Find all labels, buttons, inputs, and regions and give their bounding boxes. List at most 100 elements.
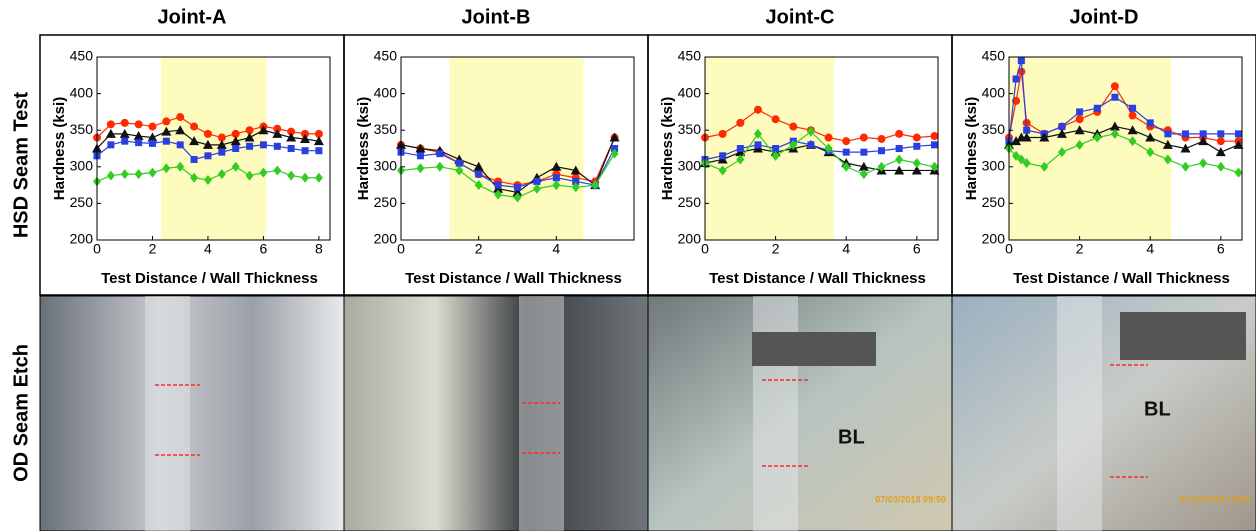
x-tick-label: 6 (1217, 241, 1225, 257)
x-tick-label: 4 (552, 241, 560, 257)
marker (843, 149, 850, 156)
photo-timestamp: 07/12/2018 15:50 (1179, 494, 1250, 504)
marker (218, 149, 225, 156)
x-tick-label: 2 (772, 241, 780, 257)
marker (913, 134, 921, 142)
y-axis-label: Hardness (ksi) (355, 97, 372, 200)
y-tick-label: 200 (374, 231, 398, 247)
marker (895, 130, 903, 138)
photo-text: BL (838, 426, 865, 448)
x-tick-label: 4 (842, 241, 850, 257)
chart-title: Joint-B (462, 6, 531, 28)
y-axis-label: Hardness (ksi) (51, 97, 68, 200)
marker (719, 152, 726, 159)
y-tick-label: 400 (678, 84, 702, 100)
x-axis-label: Test Distance / Wall Thickness (709, 270, 926, 287)
marker (107, 120, 115, 128)
marker (1094, 105, 1101, 112)
marker (514, 184, 521, 191)
marker (315, 147, 322, 154)
marker (1013, 75, 1020, 82)
ruler (1057, 296, 1102, 531)
marker (135, 139, 142, 146)
y-tick-label: 250 (678, 194, 702, 210)
y-tick-label: 300 (678, 158, 702, 174)
marker (913, 143, 920, 150)
row-label: OD Seam Etch (10, 344, 32, 482)
marker (162, 117, 170, 125)
marker (772, 115, 780, 123)
marker (260, 141, 267, 148)
marker (1111, 94, 1118, 101)
y-tick-label: 200 (982, 231, 1006, 247)
marker (177, 141, 184, 148)
row-label: HSD Seam Test (10, 91, 32, 238)
x-tick-label: 0 (1005, 241, 1013, 257)
marker (149, 140, 156, 147)
y-tick-label: 350 (374, 121, 398, 137)
photo-text: BL (1144, 398, 1171, 420)
marker (288, 145, 295, 152)
marker (842, 137, 850, 145)
marker (754, 106, 762, 114)
marker (302, 147, 309, 154)
marker (246, 143, 253, 150)
chart-title: Joint-C (766, 6, 835, 28)
x-tick-label: 6 (913, 241, 921, 257)
x-axis-label: Test Distance / Wall Thickness (101, 270, 318, 287)
ruler (753, 296, 798, 531)
y-tick-label: 200 (70, 231, 94, 247)
x-tick-label: 0 (397, 241, 405, 257)
x-tick-label: 2 (149, 241, 157, 257)
marker (232, 145, 239, 152)
chart-title: Joint-A (158, 6, 227, 28)
marker (931, 141, 938, 148)
x-tick-label: 0 (93, 241, 101, 257)
marker (274, 143, 281, 150)
marker (878, 135, 886, 143)
marker (204, 152, 211, 159)
marker (737, 145, 744, 152)
y-tick-label: 250 (374, 194, 398, 210)
marker (148, 123, 156, 131)
marker (107, 141, 114, 148)
x-axis-label: Test Distance / Wall Thickness (1013, 270, 1230, 287)
marker (719, 130, 727, 138)
y-tick-label: 300 (982, 158, 1006, 174)
marker (1076, 108, 1083, 115)
y-axis-label: Hardness (ksi) (963, 97, 980, 200)
photo (344, 296, 648, 531)
y-tick-label: 200 (678, 231, 702, 247)
y-tick-label: 350 (982, 121, 1006, 137)
y-tick-label: 450 (70, 48, 94, 64)
y-tick-label: 250 (982, 194, 1006, 210)
marker (1217, 130, 1224, 137)
marker (1076, 115, 1084, 123)
marker (475, 171, 482, 178)
marker (896, 145, 903, 152)
marker (121, 138, 128, 145)
ruler (519, 296, 564, 531)
marker (807, 141, 814, 148)
y-tick-label: 300 (374, 158, 398, 174)
marker (121, 119, 129, 127)
marker (1235, 130, 1242, 137)
x-tick-label: 0 (701, 241, 709, 257)
x-tick-label: 6 (260, 241, 268, 257)
marker (878, 147, 885, 154)
marker (860, 149, 867, 156)
y-tick-label: 300 (70, 158, 94, 174)
y-tick-label: 400 (374, 84, 398, 100)
x-tick-label: 8 (315, 241, 323, 257)
redaction (1120, 312, 1246, 360)
x-tick-label: 2 (475, 241, 483, 257)
marker (176, 113, 184, 121)
y-tick-label: 400 (70, 84, 94, 100)
marker (1018, 57, 1025, 64)
marker (825, 134, 833, 142)
marker (736, 119, 744, 127)
marker (1147, 119, 1154, 126)
marker (135, 120, 143, 128)
marker (163, 138, 170, 145)
redaction (752, 332, 876, 366)
